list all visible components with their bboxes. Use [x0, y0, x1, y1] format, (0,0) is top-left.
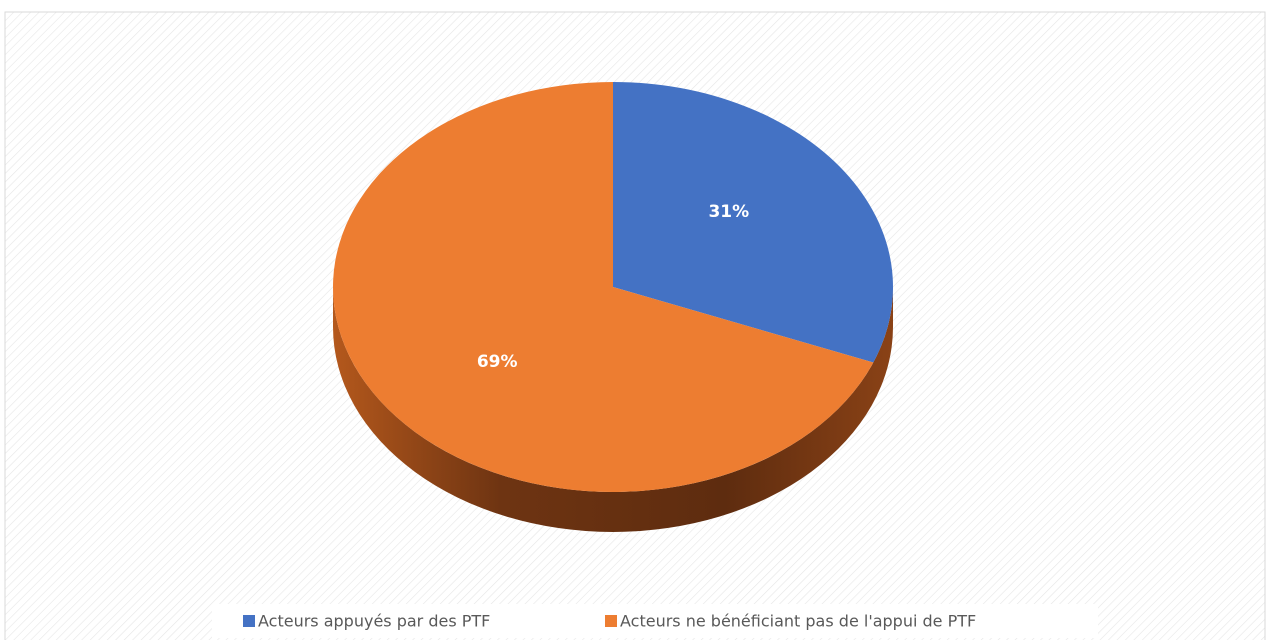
- pie-slice: [332, 82, 874, 492]
- legend-box: [212, 604, 1098, 638]
- data-label: 69%: [477, 352, 518, 372]
- legend-label: Acteurs appuyés par des PTF: [258, 612, 490, 631]
- pie-slice: [613, 82, 893, 363]
- data-label: 31%: [708, 202, 749, 222]
- pie-side: [333, 287, 893, 532]
- legend-swatch: [605, 615, 617, 627]
- legend-swatch: [243, 615, 255, 627]
- legend-label: Acteurs ne bénéficiant pas de l'appui de…: [620, 612, 976, 631]
